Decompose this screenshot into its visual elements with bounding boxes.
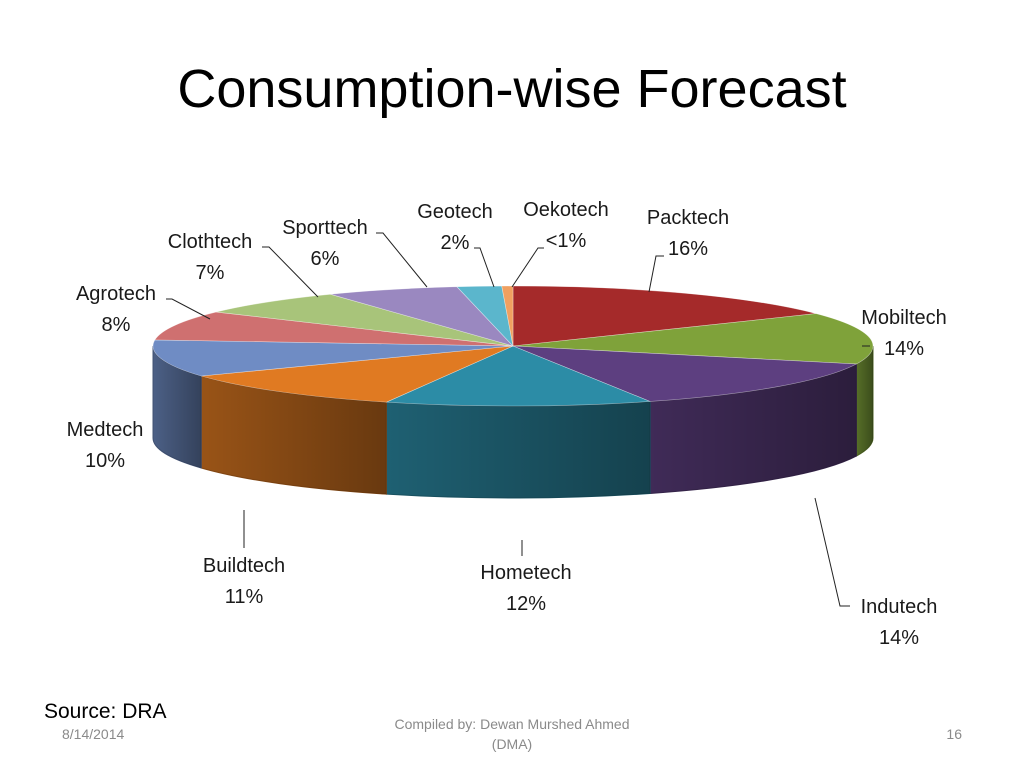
page-number: 16	[946, 726, 962, 742]
slice-value-hometech: 12%	[506, 593, 546, 615]
pie-slice-sporttech	[330, 286, 514, 347]
slice-value-sporttech: 6%	[311, 248, 340, 270]
slice-label-geotech: Geotech	[417, 201, 493, 223]
pie-slice-mobiltech	[512, 313, 874, 365]
slice-label-clothtech: Clothtech	[168, 231, 253, 253]
slice-value-oekotech: <1%	[546, 230, 587, 252]
pie-slice-buildtech	[201, 345, 514, 403]
pie-slice-agrotech	[154, 311, 514, 347]
slice-value-mobiltech: 14%	[884, 338, 924, 360]
pie-slice-packtech	[512, 285, 817, 347]
slice-label-packtech: Packtech	[647, 207, 729, 229]
pie-side-shade-buildtech	[201, 376, 387, 495]
slice-value-packtech: 16%	[668, 238, 708, 260]
leader-line-geotech	[474, 247, 495, 288]
slice-label-agrotech: Agrotech	[76, 283, 156, 305]
pie-side-shade-medtech	[153, 346, 202, 468]
footer-compiled-line1: Compiled by: Dewan Murshed Ahmed	[394, 716, 630, 732]
leader-line-clothtech	[262, 246, 319, 298]
pie-slice-clothtech	[216, 293, 514, 347]
slice-value-indutech: 14%	[879, 627, 919, 649]
slice-label-oekotech: Oekotech	[523, 199, 609, 221]
slice-label-hometech: Hometech	[480, 562, 571, 584]
slice-value-agrotech: 8%	[102, 314, 131, 336]
leader-line-oekotech	[511, 247, 544, 288]
footer-date: 8/14/2014	[62, 726, 125, 742]
pie-slice-indutech	[512, 345, 858, 402]
slide-title: Consumption-wise Forecast	[177, 59, 847, 119]
leader-line-indutech	[814, 497, 850, 607]
slice-value-buildtech: 11%	[225, 586, 264, 608]
leader-line-agrotech	[166, 298, 211, 320]
slice-label-buildtech: Buildtech	[203, 555, 285, 577]
slice-label-sporttech: Sporttech	[282, 217, 368, 239]
slice-value-geotech: 2%	[441, 232, 470, 254]
source-note: Source: DRA	[44, 700, 167, 723]
slice-value-clothtech: 7%	[196, 262, 225, 284]
slice-label-indutech: Indutech	[861, 596, 938, 618]
footer-compiled: Compiled by: Dewan Murshed Ahmed (DMA)	[362, 714, 662, 754]
leader-line-packtech	[648, 255, 664, 293]
slice-label-medtech: Medtech	[67, 419, 144, 441]
pie-side-shade-indutech	[650, 364, 857, 494]
pie-side-shade-mobiltech	[856, 346, 873, 457]
footer-compiled-line2: (DMA)	[491, 736, 533, 752]
pie-slice-hometech	[386, 345, 651, 407]
leader-line-sporttech	[376, 232, 428, 288]
pie-slice-medtech	[152, 339, 514, 377]
slice-value-medtech: 10%	[85, 450, 125, 472]
pie-side-shade-hometech	[386, 401, 651, 498]
slice-label-mobiltech: Mobiltech	[861, 307, 947, 329]
